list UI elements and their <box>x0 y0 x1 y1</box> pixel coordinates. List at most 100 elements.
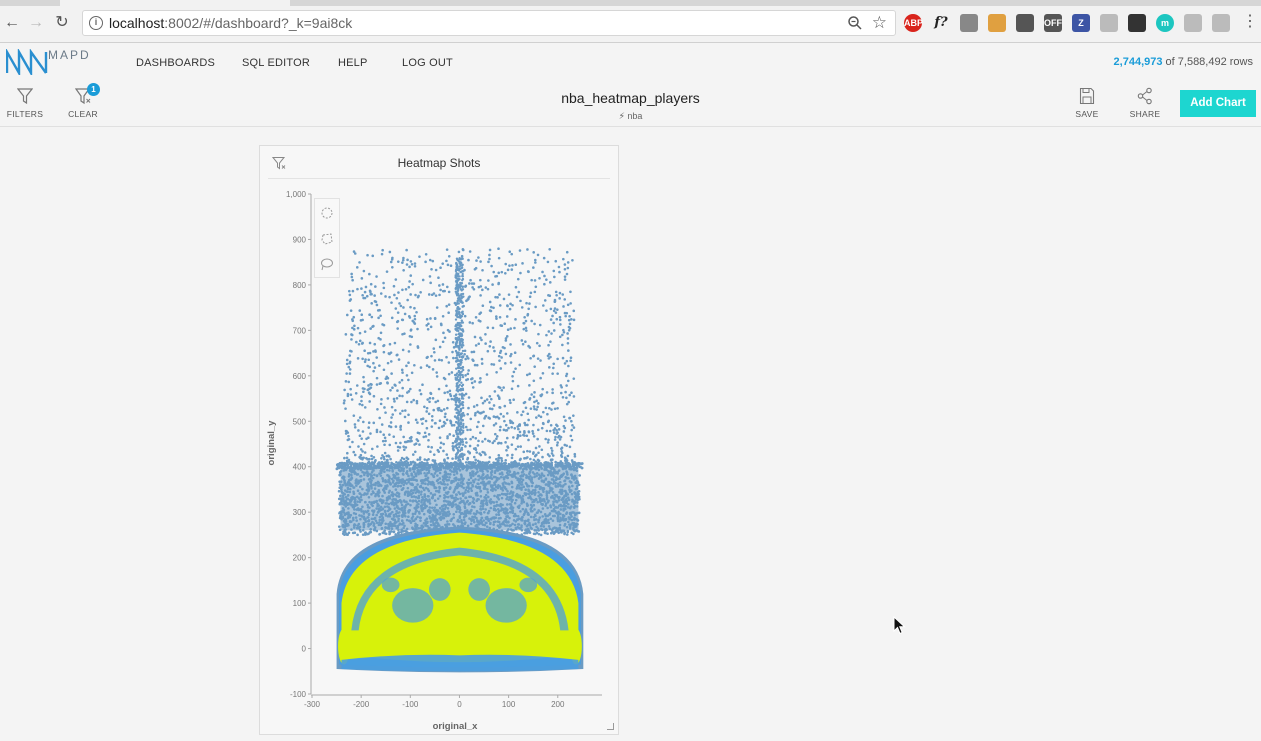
chart-title[interactable]: Heatmap Shots <box>397 156 481 170</box>
shot-point <box>337 464 340 468</box>
shot-point <box>484 332 487 336</box>
nav-dashboards[interactable]: DASHBOARDS <box>136 57 216 69</box>
bookmark-star-icon[interactable]: ☆ <box>871 13 887 32</box>
shot-point <box>493 349 496 353</box>
shot-point <box>503 322 507 325</box>
shot-point <box>560 447 563 451</box>
reload-icon[interactable]: ↻ <box>55 14 69 31</box>
bookmark-extension-icon[interactable] <box>988 14 1006 32</box>
site-info-icon[interactable]: i <box>89 16 103 30</box>
shot-point <box>375 428 379 432</box>
shot-point <box>376 445 379 448</box>
nav-help[interactable]: HELP <box>338 57 368 69</box>
shot-point <box>368 400 371 403</box>
shot-point <box>343 419 347 423</box>
shot-point <box>388 532 391 536</box>
shot-point <box>510 461 513 464</box>
pen-extension-icon[interactable] <box>1128 14 1146 32</box>
shot-point <box>445 453 449 456</box>
shot-point <box>367 358 371 362</box>
shot-point <box>491 326 495 330</box>
shot-point <box>527 344 530 348</box>
dashboard-title[interactable]: nba_heatmap_players <box>561 90 700 106</box>
shot-point <box>457 385 460 388</box>
shot-point <box>410 371 414 375</box>
shot-point <box>440 464 444 468</box>
shot-point <box>362 442 366 446</box>
skype-extension-icon[interactable] <box>1184 14 1202 32</box>
shot-point <box>504 352 508 356</box>
heatmap-plot[interactable]: -10001002003004005006007008009001,000-30… <box>260 146 618 734</box>
shot-point <box>425 317 429 321</box>
shot-point <box>353 453 357 457</box>
abp-extension-icon[interactable]: ABP <box>904 14 923 32</box>
shot-point <box>351 289 355 293</box>
browser-menu-icon[interactable]: ⋮ <box>1242 13 1258 30</box>
eyedropper-extension-icon[interactable] <box>960 14 978 32</box>
forward-icon[interactable]: → <box>28 14 44 31</box>
back-icon[interactable]: ← <box>4 14 20 31</box>
shot-point <box>394 408 397 412</box>
password-extension-icon[interactable] <box>1016 14 1034 32</box>
shot-point <box>402 268 405 272</box>
shot-point <box>447 361 451 364</box>
share-button[interactable]: SHARE <box>1123 87 1167 119</box>
shot-point <box>456 432 460 436</box>
off-extension-icon[interactable]: OFF <box>1044 14 1062 32</box>
chart-clear-filter-icon[interactable] <box>272 156 286 170</box>
shot-point <box>505 412 509 415</box>
shot-point <box>458 355 461 359</box>
shot-point <box>504 441 507 444</box>
nav-log-out[interactable]: LOG OUT <box>402 57 453 69</box>
filters-button[interactable]: FILTERS <box>3 87 47 119</box>
add-chart-button[interactable]: Add Chart <box>1180 90 1256 117</box>
nav-sql-editor[interactable]: SQL EDITOR <box>242 57 311 69</box>
shot-point <box>458 399 462 402</box>
shot-point <box>362 456 365 460</box>
shot-point <box>550 332 553 335</box>
shot-point <box>430 268 433 271</box>
shot-point <box>405 530 408 533</box>
shot-point <box>445 259 448 263</box>
chat-extension-icon[interactable] <box>1212 14 1230 32</box>
clear-filters-button[interactable]: 1 CLEAR <box>61 83 105 119</box>
shot-point <box>342 401 346 405</box>
shot-point <box>543 274 546 278</box>
shot-point <box>407 390 411 393</box>
function-extension-icon[interactable]: f? <box>934 15 948 30</box>
shot-point <box>572 395 576 398</box>
shot-point <box>492 306 495 310</box>
shot-point <box>401 288 404 292</box>
shot-point <box>461 438 464 441</box>
m-extension-icon[interactable]: m <box>1156 14 1174 32</box>
shot-point <box>458 262 461 265</box>
shot-point <box>413 461 417 465</box>
shot-point <box>454 393 458 397</box>
shot-point <box>505 335 509 338</box>
shot-point <box>562 424 566 428</box>
z-extension-icon[interactable]: Z <box>1072 14 1090 32</box>
shot-point <box>566 341 570 345</box>
browser-active-tab[interactable] <box>60 0 290 6</box>
shot-point <box>411 453 415 456</box>
shot-point <box>469 437 472 441</box>
shot-point <box>523 457 526 460</box>
url-text[interactable]: localhost:8002/#/dashboard?_k=9ai8ck <box>109 15 352 31</box>
mapd-logo[interactable] <box>6 49 96 75</box>
address-bar[interactable]: i localhost:8002/#/dashboard?_k=9ai8ck ☆ <box>82 10 896 36</box>
shot-point <box>539 463 543 466</box>
shot-point <box>459 423 463 426</box>
shot-point <box>457 370 460 374</box>
shot-point <box>404 446 408 449</box>
save-button[interactable]: SAVE <box>1065 87 1109 119</box>
heatmap-chart-card[interactable]: Heatmap Shots -100 0 100 200 300 400 500 600 700… <box>259 145 619 735</box>
shot-point <box>401 318 405 322</box>
zoom-icon[interactable] <box>847 15 863 31</box>
shot-point <box>379 381 383 385</box>
shot-point <box>545 333 548 337</box>
shot-point <box>535 408 538 411</box>
shot-point <box>480 338 483 342</box>
shot-point <box>431 397 435 400</box>
shot-point <box>533 365 536 368</box>
page-extension-icon[interactable] <box>1100 14 1118 32</box>
